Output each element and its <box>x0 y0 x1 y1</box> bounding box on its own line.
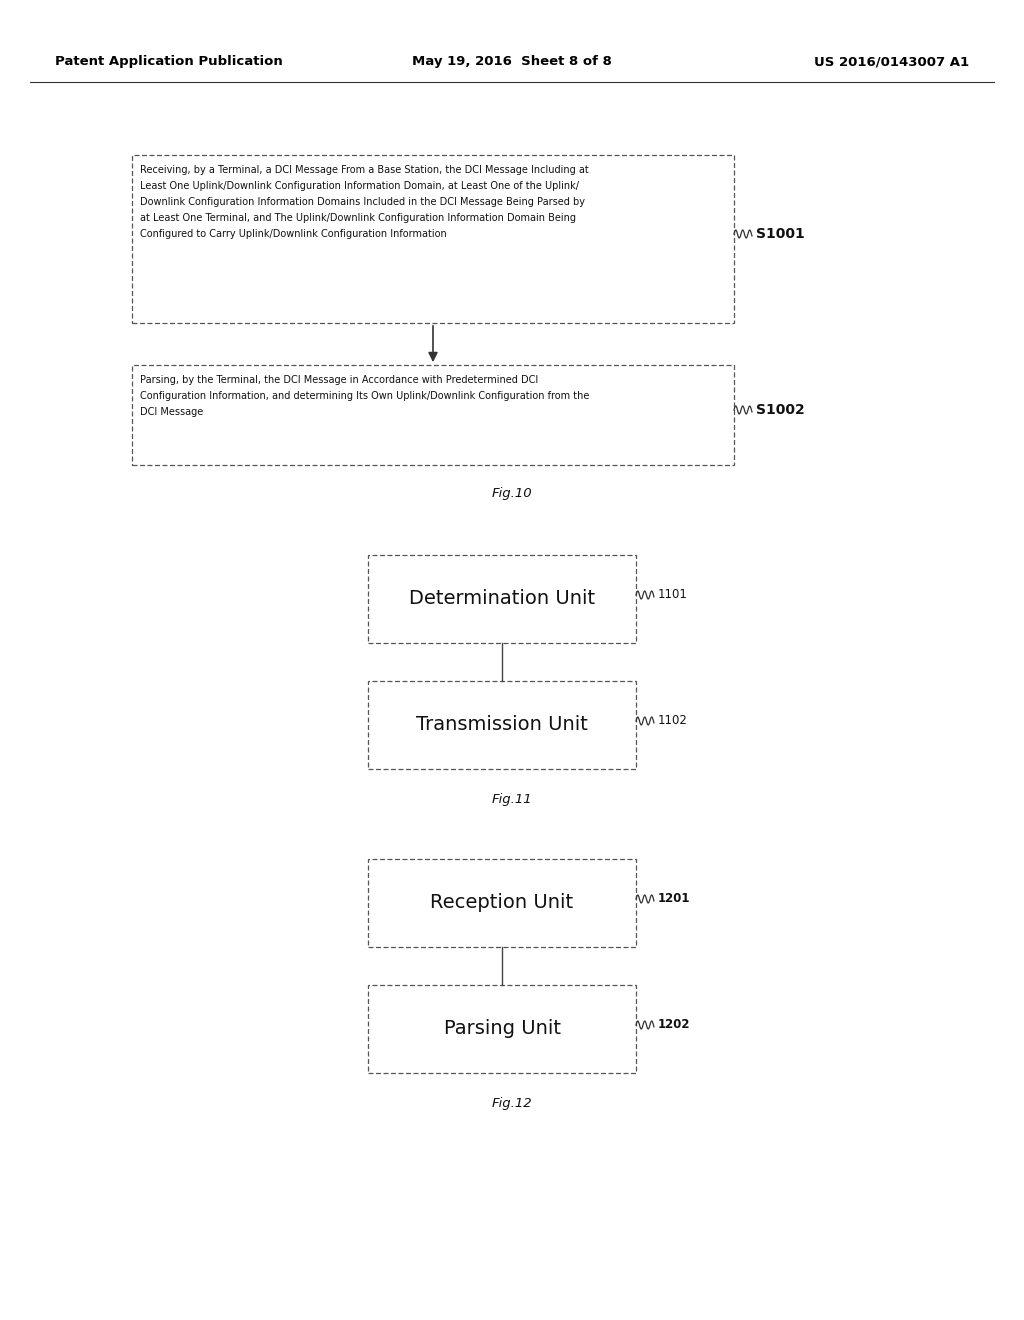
Text: Fig.12: Fig.12 <box>492 1097 532 1110</box>
Text: Receiving, by a Terminal, a DCI Message From a Base Station, the DCI Message Inc: Receiving, by a Terminal, a DCI Message … <box>140 165 589 239</box>
Text: Parsing Unit: Parsing Unit <box>443 1019 560 1039</box>
Text: S1002: S1002 <box>756 403 805 417</box>
Text: 1201: 1201 <box>658 892 690 906</box>
Text: US 2016/0143007 A1: US 2016/0143007 A1 <box>814 55 969 69</box>
Text: 1101: 1101 <box>658 589 688 602</box>
Bar <box>132 154 734 323</box>
Bar <box>132 366 734 465</box>
Bar <box>368 985 636 1073</box>
Bar <box>368 859 636 946</box>
Text: Patent Application Publication: Patent Application Publication <box>55 55 283 69</box>
Text: Determination Unit: Determination Unit <box>409 590 595 609</box>
Text: Reception Unit: Reception Unit <box>430 894 573 912</box>
Text: Parsing, by the Terminal, the DCI Message in Accordance with Predetermined DCI
C: Parsing, by the Terminal, the DCI Messag… <box>140 375 590 417</box>
Bar <box>368 554 636 643</box>
Bar <box>368 681 636 770</box>
Text: May 19, 2016  Sheet 8 of 8: May 19, 2016 Sheet 8 of 8 <box>412 55 612 69</box>
Text: Fig.11: Fig.11 <box>492 792 532 805</box>
Text: 1102: 1102 <box>658 714 688 727</box>
Text: S1001: S1001 <box>756 227 805 242</box>
Text: Transmission Unit: Transmission Unit <box>416 715 588 734</box>
Text: Fig.10: Fig.10 <box>492 487 532 499</box>
Text: 1202: 1202 <box>658 1019 690 1031</box>
